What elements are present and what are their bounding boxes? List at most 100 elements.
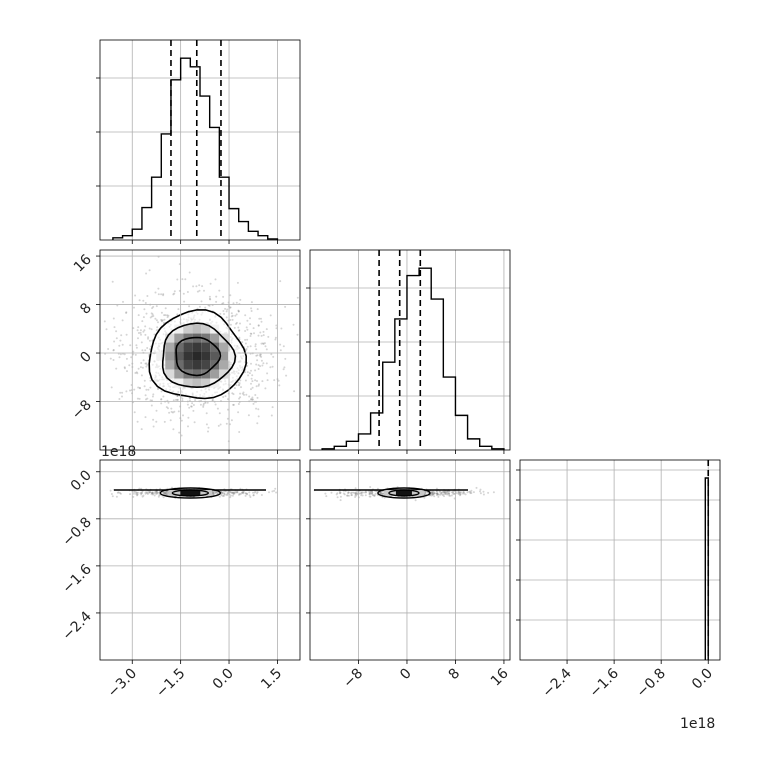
scatter-point-0-1 xyxy=(147,337,149,340)
scatter-point-0-1 xyxy=(150,315,153,318)
scatter-point-0-1 xyxy=(230,419,233,422)
density-cell-0-1 xyxy=(174,378,184,388)
scatter-point-0-1 xyxy=(214,278,217,281)
scatter-point-0-1 xyxy=(191,402,194,405)
scatter-point-0-1 xyxy=(257,368,260,370)
scatter-point-0-1 xyxy=(182,292,185,295)
scatter-point-0-1 xyxy=(244,371,246,374)
scatter-point-1-2 xyxy=(431,493,434,496)
scatter-point-0-1 xyxy=(230,312,233,315)
scatter-point-0-1 xyxy=(255,348,258,351)
scatter-point-0-1 xyxy=(155,305,158,308)
scatter-point-0-1 xyxy=(240,386,242,389)
scatter-point-0-1 xyxy=(244,379,247,382)
scatter-point-0-2 xyxy=(221,492,224,495)
scatter-point-1-2 xyxy=(381,492,384,495)
scatter-point-0-1 xyxy=(256,354,259,357)
scatter-point-1-2 xyxy=(354,491,357,494)
scatter-point-0-1 xyxy=(152,425,155,428)
scatter-point-0-1 xyxy=(192,409,195,412)
scatter-point-0-1 xyxy=(172,293,175,296)
scatter-point-0-1 xyxy=(144,394,147,397)
scatter-point-0-1 xyxy=(152,305,155,308)
scatter-point-0-1 xyxy=(151,399,154,402)
scatter-point-0-1 xyxy=(251,396,254,399)
scatter-point-1-2 xyxy=(444,493,447,495)
scatter-point-0-1 xyxy=(252,402,255,405)
scatter-point-0-1 xyxy=(271,406,274,409)
scatter-point-0-1 xyxy=(180,434,183,437)
scatter-point-1-2 xyxy=(374,492,377,495)
scatter-point-1-2 xyxy=(457,490,460,493)
scatter-point-0-2 xyxy=(132,490,135,493)
scatter-point-0-1 xyxy=(149,386,152,389)
scatter-point-0-1 xyxy=(132,353,135,356)
scatter-point-0-2 xyxy=(245,492,248,495)
density-cell-0-1 xyxy=(210,342,220,352)
panel-0-2-xtick-label-1: −1.5 xyxy=(153,666,188,701)
scatter-point-0-1 xyxy=(161,319,164,322)
density-cell-0-1 xyxy=(210,333,220,343)
scatter-point-0-1 xyxy=(187,416,190,419)
scatter-point-0-1 xyxy=(249,323,252,326)
scatter-point-0-1 xyxy=(192,404,195,406)
scatter-point-0-1 xyxy=(275,324,278,327)
scatter-point-0-2 xyxy=(240,492,243,495)
scatter-point-1-2 xyxy=(371,493,373,496)
scatter-point-0-2 xyxy=(136,493,139,496)
scatter-point-0-1 xyxy=(168,411,171,414)
scatter-point-0-1 xyxy=(136,372,139,375)
scatter-point-0-1 xyxy=(143,379,146,382)
scatter-point-1-2 xyxy=(437,493,440,496)
scatter-point-1-2 xyxy=(430,494,433,497)
scatter-point-0-2 xyxy=(162,492,165,495)
scatter-point-0-2 xyxy=(151,492,154,495)
scatter-point-0-2 xyxy=(220,493,223,496)
scatter-point-0-1 xyxy=(260,320,263,323)
scatter-point-0-1 xyxy=(224,307,227,310)
scatter-point-0-1 xyxy=(237,411,240,414)
scatter-point-1-2 xyxy=(354,496,357,498)
scatter-point-0-1 xyxy=(256,359,259,362)
scatter-point-0-2 xyxy=(135,491,138,494)
scatter-point-1-2 xyxy=(452,490,455,493)
scatter-point-0-2 xyxy=(136,494,138,497)
scatter-point-0-1 xyxy=(138,299,141,302)
scatter-point-0-1 xyxy=(226,308,229,311)
scatter-point-0-1 xyxy=(266,372,269,375)
scatter-point-0-1 xyxy=(229,319,232,321)
scatter-point-0-1 xyxy=(218,412,221,415)
scatter-point-1-2 xyxy=(379,492,382,495)
scatter-point-0-1 xyxy=(151,307,154,310)
density-cell-0-1 xyxy=(192,351,202,361)
scatter-point-0-1 xyxy=(292,323,295,326)
scatter-point-0-1 xyxy=(256,380,258,382)
scatter-point-0-2 xyxy=(155,491,158,494)
scatter-point-1-2 xyxy=(431,493,434,496)
density-cell-0-1 xyxy=(201,378,211,388)
scatter-point-0-1 xyxy=(139,366,142,369)
scatter-point-1-2 xyxy=(450,491,453,494)
density-cell-0-1 xyxy=(201,342,211,352)
scatter-point-0-1 xyxy=(128,364,131,367)
density-cell-0-1 xyxy=(165,333,175,343)
scatter-point-0-2 xyxy=(248,494,251,497)
scatter-point-0-2 xyxy=(151,492,154,495)
scatter-point-0-1 xyxy=(137,337,139,340)
scatter-point-0-1 xyxy=(250,382,252,385)
scatter-point-0-1 xyxy=(222,295,225,298)
scatter-point-1-2 xyxy=(355,494,358,497)
scatter-point-0-1 xyxy=(207,430,209,433)
scatter-point-0-1 xyxy=(135,346,138,349)
scatter-point-1-2 xyxy=(347,491,350,494)
scatter-point-0-2 xyxy=(218,495,221,498)
scatter-point-0-1 xyxy=(136,397,139,400)
panel-1-2-xtick-label-3: 16 xyxy=(488,665,512,689)
panel-0-2-contour-inner xyxy=(171,489,210,497)
density-cell-0-1 xyxy=(174,369,184,379)
scatter-point-1-2 xyxy=(448,490,451,493)
scatter-point-1-2 xyxy=(370,492,373,495)
scatter-point-0-2 xyxy=(166,493,168,496)
scatter-point-0-1 xyxy=(188,406,191,409)
scatter-point-0-2 xyxy=(129,493,131,496)
